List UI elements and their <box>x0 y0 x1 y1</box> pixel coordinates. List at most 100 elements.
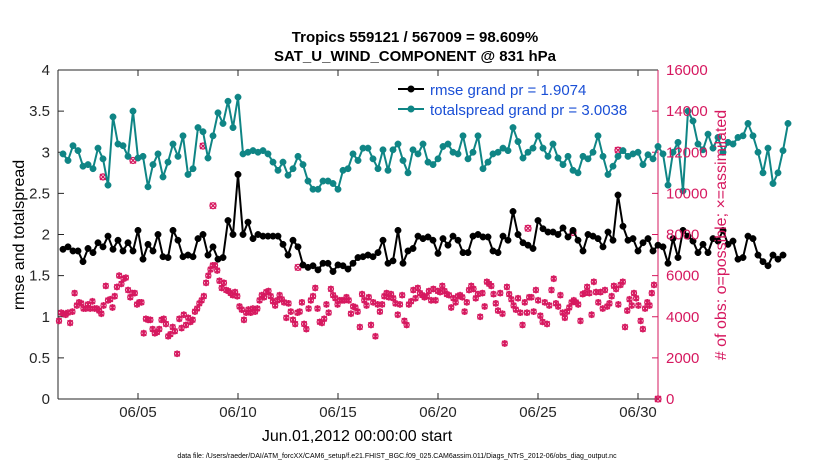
totalspread-point <box>419 140 427 148</box>
totalspread-point <box>344 165 352 173</box>
totalspread-point <box>384 166 392 174</box>
obs-extra-point <box>654 395 662 403</box>
y-left-tick-label: 2 <box>42 227 50 244</box>
obs-assimilated-point <box>445 291 453 299</box>
rmse-point <box>84 245 92 252</box>
obs-assimilated-point <box>517 309 524 317</box>
obs-assimilated-point <box>372 332 379 340</box>
rmse-point <box>514 231 522 238</box>
rmse-point <box>569 226 577 234</box>
obs-assimilated-point <box>113 283 120 291</box>
rmse-point <box>444 241 452 249</box>
obs-assimilated-point <box>71 289 78 297</box>
rmse-point <box>274 232 282 240</box>
totalspread-point <box>394 140 402 148</box>
totalspread-point <box>94 144 102 152</box>
totalspread-point <box>639 161 647 169</box>
obs-assimilated-point <box>508 295 515 303</box>
totalspread-point <box>284 171 292 179</box>
totalspread-point <box>609 162 617 170</box>
rmse-point <box>144 240 152 248</box>
rmse-point <box>79 258 87 266</box>
totalspread-point <box>589 148 597 156</box>
obs-assimilated-point <box>296 308 303 316</box>
obs-assimilated-point <box>98 310 105 318</box>
totalspread-point <box>634 148 642 156</box>
obs-extra-point-x <box>654 395 662 403</box>
obs-assimilated-point <box>240 316 248 324</box>
rmse-point <box>439 235 447 243</box>
obs-assimilated-point <box>530 308 537 316</box>
rmse-point <box>189 253 197 261</box>
totalspread-point <box>269 158 277 166</box>
rmse-point <box>139 255 147 263</box>
obs-assimilated-point <box>305 305 312 312</box>
obs-assimilated-point <box>376 308 383 316</box>
obs-assimilated-point <box>492 299 499 307</box>
rmse-point <box>219 254 227 261</box>
rmse-point <box>644 235 652 243</box>
obs-assimilated-point <box>459 293 466 301</box>
totalspread-point <box>434 155 442 163</box>
obs-assimilated-point <box>234 292 241 300</box>
totalspread-point <box>514 138 522 146</box>
obs-assimilated-point <box>323 301 330 308</box>
totalspread-point <box>184 171 192 178</box>
totalspread-point <box>784 120 792 127</box>
totalspread-point <box>714 133 722 141</box>
totalspread-point <box>559 161 567 169</box>
obs-assimilated-point <box>448 304 455 311</box>
totalspread-point <box>679 187 687 195</box>
obs-assimilated-point <box>403 321 410 329</box>
rmse-point <box>629 235 637 243</box>
rmse-point <box>674 254 682 261</box>
totalspread-point <box>739 132 747 140</box>
chart-title-line1: Tropics 559121 / 567009 = 98.609% <box>292 29 538 46</box>
rmse-point <box>169 226 177 234</box>
obs-assimilated-point <box>363 302 370 309</box>
obs-assimilated-point <box>180 311 187 319</box>
totalspread-point <box>299 161 307 169</box>
rmse-point <box>324 259 332 267</box>
totalspread-point <box>524 148 532 156</box>
series-obs-assimilated <box>55 261 658 358</box>
totalspread-point <box>304 177 312 185</box>
obs-assimilated-point <box>399 291 406 299</box>
obs-extra-point-x <box>209 202 217 210</box>
obs-extra-point-x <box>524 224 532 232</box>
rmse-point <box>779 251 787 259</box>
obs-assimilated-point <box>521 298 528 306</box>
totalspread-point <box>379 146 387 154</box>
obs-assimilated-point <box>550 275 557 283</box>
rmse-point <box>554 231 562 238</box>
rmse-point <box>399 259 407 267</box>
totalspread-point <box>209 132 217 140</box>
obs-assimilated-point <box>512 306 519 313</box>
legend-spread-label: totalspread grand pr = 3.0038 <box>430 102 627 119</box>
rmse-point <box>599 243 607 251</box>
obs-assimilated-point <box>162 320 170 328</box>
obs-assimilated-point <box>281 298 288 306</box>
obs-assimilated-point <box>597 288 604 296</box>
obs-assimilated-point <box>528 293 535 301</box>
obs-assimilated-point <box>214 267 221 274</box>
x-axis-label: Jun.01,2012 00:00:00 start <box>262 428 453 445</box>
rmse-point <box>579 247 587 255</box>
totalspread-point <box>769 180 777 187</box>
totalspread-point <box>354 157 362 164</box>
totalspread-point <box>369 155 377 163</box>
obs-assimilated-point <box>64 309 71 317</box>
rmse-point <box>429 236 437 244</box>
obs-assimilated-point <box>109 304 116 311</box>
y-left-tick-label: 3.5 <box>29 103 50 120</box>
rmse-point <box>694 249 702 257</box>
totalspread-point <box>614 152 622 160</box>
obs-assimilated-point <box>200 292 207 300</box>
obs-assimilated-point <box>619 278 626 286</box>
rmse-point <box>434 249 442 257</box>
totalspread-point <box>329 180 337 187</box>
totalspread-point <box>259 147 267 155</box>
y-right-tick-label: 10000 <box>666 185 708 202</box>
rmse-point <box>564 233 572 241</box>
obs-assimilated-point <box>116 272 123 280</box>
